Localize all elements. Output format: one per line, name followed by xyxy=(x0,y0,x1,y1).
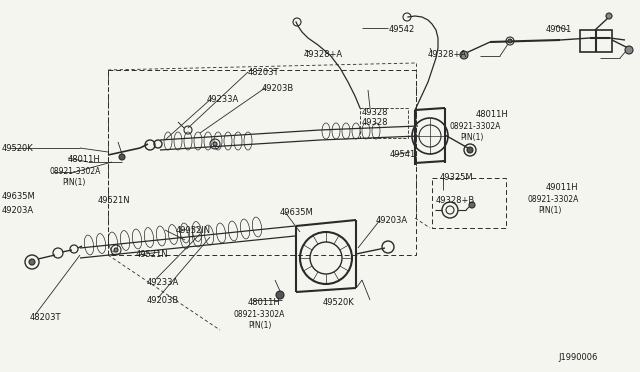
Text: 48203T: 48203T xyxy=(248,68,280,77)
Text: 49521N: 49521N xyxy=(98,196,131,205)
Text: 49328+A: 49328+A xyxy=(304,50,343,59)
Circle shape xyxy=(119,154,125,160)
Text: 08921-3302A: 08921-3302A xyxy=(234,310,285,319)
Text: 49328+A: 49328+A xyxy=(428,50,467,59)
Circle shape xyxy=(469,202,475,208)
Text: 08921-3302A: 08921-3302A xyxy=(528,195,579,204)
Circle shape xyxy=(625,46,633,54)
Text: 49203B: 49203B xyxy=(262,84,294,93)
Text: 49542: 49542 xyxy=(389,25,415,34)
Bar xyxy=(580,30,612,52)
Bar xyxy=(360,108,408,138)
Text: PIN(1): PIN(1) xyxy=(248,321,271,330)
Text: 49328+B: 49328+B xyxy=(436,196,476,205)
Text: 08921-3302A: 08921-3302A xyxy=(450,122,501,131)
Text: 49011H: 49011H xyxy=(546,183,579,192)
Circle shape xyxy=(114,248,118,252)
Text: 49203B: 49203B xyxy=(147,296,179,305)
Text: 49203A: 49203A xyxy=(2,206,34,215)
Circle shape xyxy=(606,13,612,19)
Text: 49233A: 49233A xyxy=(147,278,179,287)
Text: 49203A: 49203A xyxy=(376,216,408,225)
Text: 48203T: 48203T xyxy=(30,313,61,322)
Text: 49328: 49328 xyxy=(362,108,388,117)
Circle shape xyxy=(213,142,217,146)
Bar xyxy=(432,178,506,228)
Circle shape xyxy=(29,259,35,265)
Text: 49328: 49328 xyxy=(362,118,388,127)
Text: 49541: 49541 xyxy=(390,150,416,159)
Text: 49520K: 49520K xyxy=(323,298,355,307)
Text: 49635M: 49635M xyxy=(2,192,36,201)
Text: 49520K: 49520K xyxy=(2,144,34,153)
Circle shape xyxy=(276,291,284,299)
Text: 49635M: 49635M xyxy=(280,208,314,217)
Text: PIN(1): PIN(1) xyxy=(538,206,561,215)
Text: 49233A: 49233A xyxy=(207,95,239,104)
Text: 49001: 49001 xyxy=(546,25,572,34)
Text: J1990006: J1990006 xyxy=(558,353,597,362)
Text: 49521N: 49521N xyxy=(136,250,168,259)
Circle shape xyxy=(460,51,468,59)
Circle shape xyxy=(467,147,473,153)
Text: PIN(1): PIN(1) xyxy=(62,178,85,187)
Bar xyxy=(108,70,416,255)
Text: 48011H: 48011H xyxy=(476,110,509,119)
Text: 49325M: 49325M xyxy=(440,173,474,182)
Text: 49952IN: 49952IN xyxy=(176,226,211,235)
Text: PIN(1): PIN(1) xyxy=(460,133,483,142)
Text: 48011H: 48011H xyxy=(248,298,281,307)
Circle shape xyxy=(508,39,512,43)
Text: 48011H: 48011H xyxy=(68,155,100,164)
Text: 08921-3302A: 08921-3302A xyxy=(50,167,101,176)
